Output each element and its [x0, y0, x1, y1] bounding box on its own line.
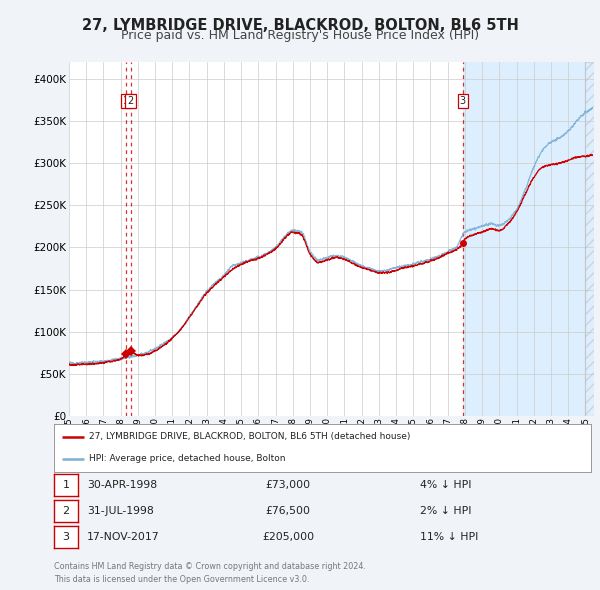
Text: 2: 2	[127, 96, 134, 106]
Text: 3: 3	[62, 532, 70, 542]
Text: 4% ↓ HPI: 4% ↓ HPI	[420, 480, 472, 490]
Text: Price paid vs. HM Land Registry's House Price Index (HPI): Price paid vs. HM Land Registry's House …	[121, 30, 479, 42]
Text: 31-JUL-1998: 31-JUL-1998	[87, 506, 154, 516]
Text: £76,500: £76,500	[265, 506, 311, 516]
Text: 17-NOV-2017: 17-NOV-2017	[87, 532, 160, 542]
Text: 27, LYMBRIDGE DRIVE, BLACKROD, BOLTON, BL6 5TH: 27, LYMBRIDGE DRIVE, BLACKROD, BOLTON, B…	[82, 18, 518, 32]
Text: 1: 1	[123, 96, 130, 106]
Text: £205,000: £205,000	[262, 532, 314, 542]
Text: Contains HM Land Registry data © Crown copyright and database right 2024.: Contains HM Land Registry data © Crown c…	[54, 562, 366, 571]
Text: 30-APR-1998: 30-APR-1998	[87, 480, 157, 490]
Text: 1: 1	[62, 480, 70, 490]
Text: 11% ↓ HPI: 11% ↓ HPI	[420, 532, 478, 542]
Bar	[586, 62, 600, 416]
Text: 27, LYMBRIDGE DRIVE, BLACKROD, BOLTON, BL6 5TH (detached house): 27, LYMBRIDGE DRIVE, BLACKROD, BOLTON, B…	[89, 432, 410, 441]
Text: £73,000: £73,000	[265, 480, 311, 490]
Text: 2% ↓ HPI: 2% ↓ HPI	[420, 506, 472, 516]
Text: 3: 3	[460, 96, 466, 106]
Text: 2: 2	[62, 506, 70, 516]
Text: HPI: Average price, detached house, Bolton: HPI: Average price, detached house, Bolt…	[89, 454, 286, 463]
Bar	[463, 62, 600, 416]
Text: This data is licensed under the Open Government Licence v3.0.: This data is licensed under the Open Gov…	[54, 575, 310, 584]
